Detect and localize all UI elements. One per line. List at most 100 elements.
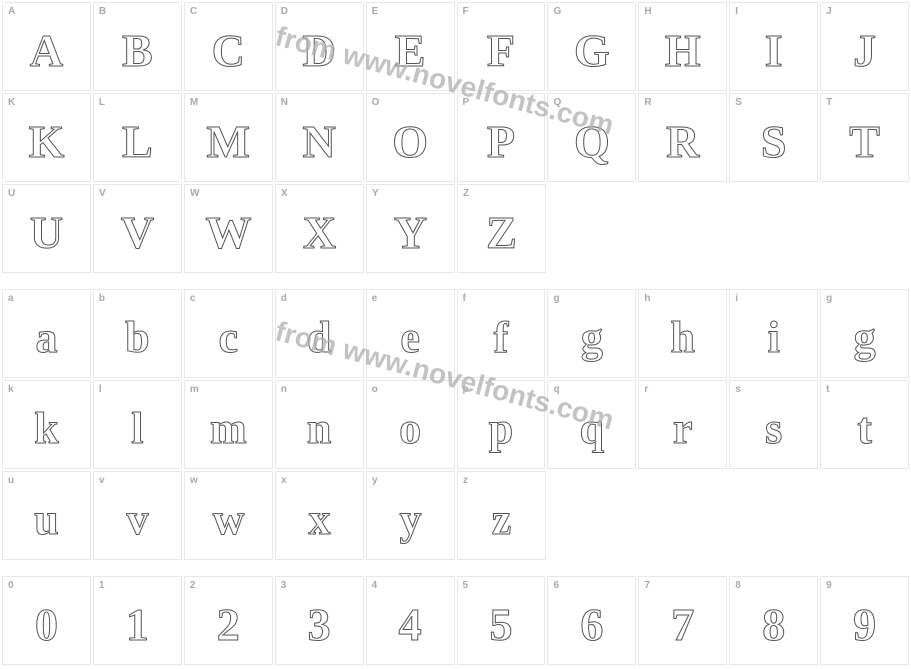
glyph-cell[interactable]: PP: [457, 93, 546, 182]
glyph-char: C: [212, 28, 245, 74]
glyph-cell[interactable]: cc: [184, 289, 273, 378]
character-map-grid: AABBCCDDEEFFGGHHIIJJKKLLMMNNOOPPQQRRSSTT…: [0, 0, 911, 669]
glyph-cell[interactable]: XX: [275, 184, 364, 273]
glyph-cell[interactable]: MM: [184, 93, 273, 182]
glyph-cell-label: M: [190, 97, 198, 108]
glyph-char: h: [671, 316, 695, 360]
glyph-cell[interactable]: gg: [547, 289, 636, 378]
glyph-cell-label: f: [463, 293, 466, 304]
glyph-cell-label: V: [99, 188, 106, 199]
glyph-cell[interactable]: xx: [275, 471, 364, 560]
glyph-cell[interactable]: II: [729, 2, 818, 91]
glyph-char: y: [400, 498, 422, 542]
glyph-cell[interactable]: LL: [93, 93, 182, 182]
glyph-cell[interactable]: nn: [275, 380, 364, 469]
glyph-cell[interactable]: VV: [93, 184, 182, 273]
spacer-row: [2, 562, 909, 576]
glyph-cell[interactable]: ll: [93, 380, 182, 469]
glyph-cell[interactable]: AA: [2, 2, 91, 91]
glyph-cell-label: x: [281, 475, 287, 486]
glyph-cell[interactable]: rr: [638, 380, 727, 469]
glyph-cell[interactable]: 00: [2, 576, 91, 665]
glyph-cell[interactable]: SS: [729, 93, 818, 182]
glyph-cell[interactable]: GG: [547, 2, 636, 91]
glyph-cell-label: n: [281, 384, 287, 395]
glyph-char: g: [581, 316, 603, 360]
glyph-cell[interactable]: YY: [366, 184, 455, 273]
glyph-cell[interactable]: RR: [638, 93, 727, 182]
glyph-cell-label: W: [190, 188, 199, 199]
glyph-cell[interactable]: 66: [547, 576, 636, 665]
glyph-char: Z: [486, 210, 517, 256]
glyph-cell[interactable]: vv: [93, 471, 182, 560]
glyph-char: x: [309, 498, 331, 542]
glyph-char: M: [207, 119, 250, 165]
glyph-cell[interactable]: hh: [638, 289, 727, 378]
glyph-cell-label: m: [190, 384, 199, 395]
glyph-cell-label: 8: [735, 580, 741, 591]
glyph-cell[interactable]: QQ: [547, 93, 636, 182]
glyph-cell[interactable]: FF: [457, 2, 546, 91]
glyph-cell[interactable]: KK: [2, 93, 91, 182]
glyph-cell[interactable]: TT: [820, 93, 909, 182]
glyph-char: k: [34, 407, 58, 451]
glyph-char: N: [303, 119, 336, 165]
glyph-cell[interactable]: mm: [184, 380, 273, 469]
glyph-cell[interactable]: 33: [275, 576, 364, 665]
glyph-cell[interactable]: ee: [366, 289, 455, 378]
glyph-char: 8: [762, 602, 785, 648]
glyph-cell[interactable]: 99: [820, 576, 909, 665]
glyph-cell[interactable]: oo: [366, 380, 455, 469]
glyph-cell[interactable]: yy: [366, 471, 455, 560]
glyph-cell[interactable]: 55: [457, 576, 546, 665]
glyph-cell[interactable]: aa: [2, 289, 91, 378]
glyph-cell[interactable]: DD: [275, 2, 364, 91]
glyph-cell[interactable]: BB: [93, 2, 182, 91]
glyph-cell[interactable]: ZZ: [457, 184, 546, 273]
glyph-cell[interactable]: tt: [820, 380, 909, 469]
glyph-cell-label: U: [8, 188, 15, 199]
glyph-char: m: [210, 407, 247, 451]
glyph-char: 1: [126, 602, 149, 648]
glyph-cell[interactable]: OO: [366, 93, 455, 182]
glyph-cell-label: 2: [190, 580, 196, 591]
glyph-cell[interactable]: 11: [93, 576, 182, 665]
glyph-cell[interactable]: uu: [2, 471, 91, 560]
glyph-cell-label: X: [281, 188, 288, 199]
glyph-cell[interactable]: 44: [366, 576, 455, 665]
glyph-cell-label: i: [735, 293, 738, 304]
glyph-char: 6: [580, 602, 603, 648]
glyph-cell[interactable]: ss: [729, 380, 818, 469]
glyph-cell[interactable]: ii: [729, 289, 818, 378]
glyph-cell[interactable]: qq: [547, 380, 636, 469]
glyph-cell[interactable]: UU: [2, 184, 91, 273]
glyph-cell[interactable]: 77: [638, 576, 727, 665]
glyph-cell[interactable]: EE: [366, 2, 455, 91]
glyph-cell-label: t: [826, 384, 829, 395]
glyph-char: q: [580, 407, 604, 451]
glyph-cell[interactable]: pp: [457, 380, 546, 469]
glyph-cell[interactable]: gg: [820, 289, 909, 378]
glyph-char: l: [131, 407, 143, 451]
glyph-cell[interactable]: CC: [184, 2, 273, 91]
glyph-char: u: [34, 498, 58, 542]
glyph-char: 9: [853, 602, 876, 648]
glyph-char: 5: [489, 602, 512, 648]
glyph-cell[interactable]: ww: [184, 471, 273, 560]
glyph-cell[interactable]: WW: [184, 184, 273, 273]
glyph-cell[interactable]: ff: [457, 289, 546, 378]
glyph-cell[interactable]: 88: [729, 576, 818, 665]
glyph-cell-label: H: [644, 6, 651, 17]
glyph-cell[interactable]: NN: [275, 93, 364, 182]
glyph-char: d: [307, 316, 331, 360]
glyph-cell[interactable]: JJ: [820, 2, 909, 91]
glyph-cell[interactable]: HH: [638, 2, 727, 91]
glyph-cell[interactable]: bb: [93, 289, 182, 378]
glyph-cell[interactable]: kk: [2, 380, 91, 469]
glyph-char: g: [854, 316, 876, 360]
glyph-cell-label: 4: [372, 580, 378, 591]
glyph-cell[interactable]: zz: [457, 471, 546, 560]
glyph-cell[interactable]: 22: [184, 576, 273, 665]
glyph-char: n: [307, 407, 331, 451]
glyph-cell[interactable]: dd: [275, 289, 364, 378]
